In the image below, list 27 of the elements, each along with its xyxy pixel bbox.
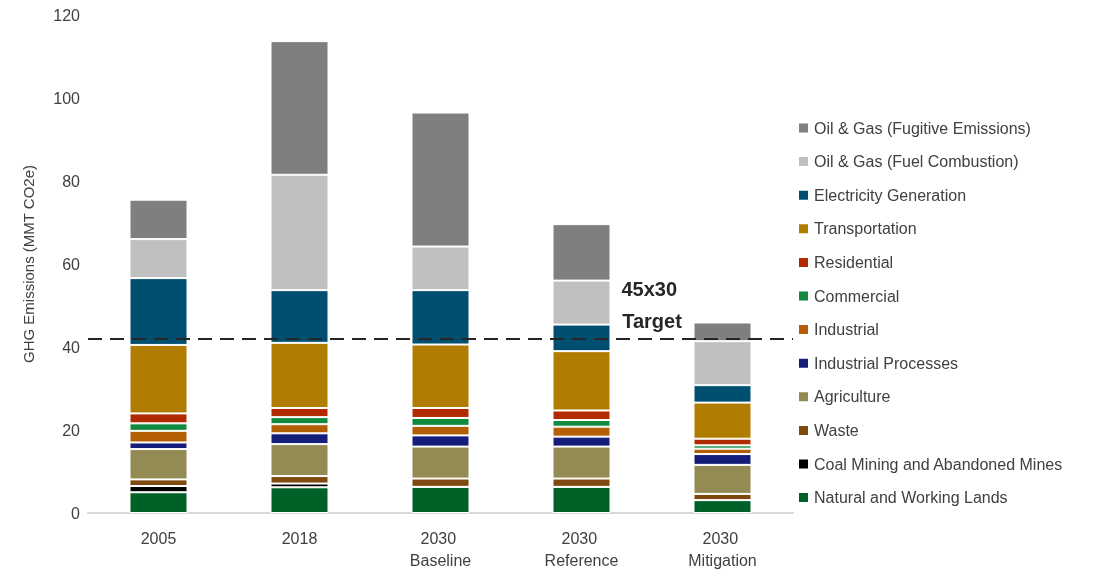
- x-tick-label: 2005: [140, 529, 177, 547]
- legend-label: Natural and Working Lands: [814, 489, 1008, 507]
- legend-label: Industrial: [814, 321, 879, 339]
- x-tick-label: 2018: [281, 529, 318, 547]
- y-tick-label: 120: [53, 6, 81, 24]
- x-tick-label: 2030 Reference: [544, 529, 619, 569]
- y-axis-title: GHG Emissions (MMT CO2e): [20, 164, 37, 364]
- legend-label: Commercial: [814, 287, 900, 305]
- bar: [270, 487, 329, 513]
- legend-label: Transportation: [814, 220, 917, 238]
- x-tick-label: 2030 Baseline: [409, 529, 472, 569]
- y-tick-label: 0: [71, 504, 81, 522]
- legend-label: Electricity Generation: [814, 186, 967, 204]
- legend-label: Industrial Processes: [814, 354, 959, 372]
- x-tick-label: 2030 Mitigation: [688, 529, 757, 569]
- y-tick-label: 20: [62, 421, 81, 439]
- y-tick-label: 60: [62, 255, 81, 273]
- y-tick-label: 100: [53, 89, 81, 107]
- legend-label: Agriculture: [814, 388, 891, 406]
- legend-label: Coal Mining and Abandoned Mines: [814, 455, 1063, 473]
- legend-label: Residential: [814, 253, 894, 271]
- legend-label: Oil & Gas (Fugitive Emissions): [814, 119, 1031, 137]
- y-tick-label: 80: [62, 172, 81, 190]
- y-tick-label: 40: [62, 338, 81, 356]
- legend-label: Oil & Gas (Fuel Combustion): [814, 153, 1019, 171]
- legend-label: Waste: [814, 421, 859, 439]
- ref-line-label: 45x30 Target: [621, 277, 683, 332]
